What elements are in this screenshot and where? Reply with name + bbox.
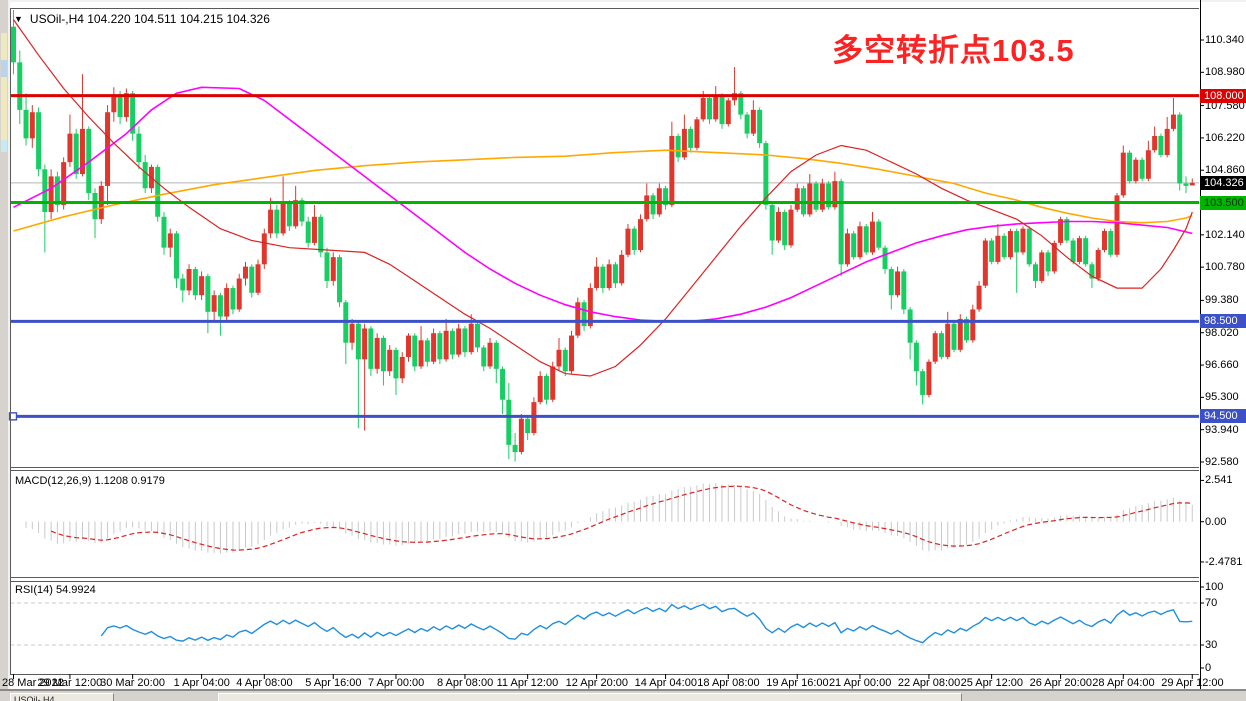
minimized-charts-bar: USOil-,H4 (0, 690, 1246, 701)
time-axis-label: 11 Apr 12:00 (496, 677, 559, 689)
candles-series (11, 10, 1195, 462)
time-axis-label: 4 Apr 08:00 (236, 677, 293, 689)
macd-histogram (25, 482, 1193, 554)
time-axis-label: 18 Apr 08:00 (697, 677, 760, 689)
rsi-axis-label: 30 (1205, 639, 1218, 651)
level-price-badge: 103.500 (1200, 195, 1246, 210)
price-axis-label: 104.860 (1205, 164, 1245, 177)
time-axis-label: 19 Apr 16:00 (766, 677, 829, 689)
price-axis-label: 99.380 (1205, 294, 1239, 307)
macd-indicator-label: MACD(12,26,9) 1.1208 0.9179 (15, 475, 165, 487)
minimized-chart-tab[interactable]: USOil-,H4 (10, 693, 114, 701)
time-axis-label: 7 Apr 00:00 (367, 677, 425, 689)
plot-background (10, 8, 1200, 675)
chart-text-annotation[interactable]: 多空转折点103.5 (832, 33, 1075, 68)
price-axis-label: 106.220 (1205, 131, 1245, 144)
minimized-chart-tab[interactable] (218, 693, 962, 701)
rsi-line (100, 603, 1193, 644)
left-edge-block (1, 140, 7, 152)
price-axis-label: 100.780 (1205, 261, 1245, 274)
price-axis-label: 108.980 (1205, 66, 1245, 79)
level-price-badge: 98.500 (1200, 314, 1246, 329)
time-axis-label: 29 Apr 12:00 (1161, 677, 1224, 689)
price-axis-label: 110.340 (1205, 34, 1244, 46)
time-axis-label: 29 Mar 12:00 (37, 677, 103, 689)
rsi-axis-label: 0 (1205, 662, 1212, 674)
time-axis-label: 28 Mar 2022 (2, 677, 64, 689)
time-axis-label: 8 Apr 08:00 (436, 677, 494, 689)
rsi-axis-label: 70 (1205, 597, 1218, 609)
current-price-badge: 104.326 (1200, 175, 1246, 190)
chart-title: ▼ USOil-,H4 104.220 104.511 104.215 104.… (14, 12, 270, 26)
left-edge-block (1, 77, 7, 140)
level-price-badge: 94.500 (1200, 409, 1246, 424)
macd-axis-label: -2.4781 (1205, 555, 1243, 568)
price-axis-label: 93.940 (1205, 423, 1239, 436)
macd-signal-line (50, 485, 1193, 551)
time-axis-label: 21 Apr 00:00 (828, 677, 892, 689)
time-axis-label: 12 Apr 20:00 (565, 677, 628, 689)
time-axis-label: 25 Apr 12:00 (960, 677, 1023, 689)
rsi-axis-label: 100 (1205, 581, 1224, 593)
rsi-indicator-label: RSI(14) 54.9924 (15, 584, 96, 596)
macd-axis-label: 2.541 (1205, 474, 1233, 487)
time-axis-label: 5 Apr 16:00 (305, 677, 362, 689)
time-axis-label: 26 Apr 20:00 (1029, 677, 1092, 689)
time-axis-label: 14 Apr 04:00 (634, 677, 697, 689)
time-axis-label: 28 Apr 04:00 (1092, 677, 1155, 689)
macd-axis-label: 0.00 (1205, 515, 1227, 528)
price-axis-label: 96.660 (1205, 359, 1239, 372)
price-axis-label: 102.140 (1205, 228, 1245, 241)
time-axis-label: 22 Apr 08:00 (897, 677, 961, 689)
chart-title-text: USOil-,H4 104.220 104.511 104.215 104.32… (29, 12, 270, 26)
left-edge-block (1, 60, 7, 77)
chart-dropdown-icon[interactable]: ▼ (14, 14, 23, 24)
ma-fast-line (13, 19, 1193, 377)
price-axis-label: 95.300 (1205, 391, 1239, 404)
level-selection-handle[interactable] (8, 412, 18, 421)
time-axis-label: 1 Apr 04:00 (173, 677, 230, 689)
ma-slow-line (13, 149, 1193, 232)
level-price-badge: 108.000 (1200, 88, 1246, 103)
left-edge-block (1, 33, 7, 60)
time-axis-label: 30 Mar 20:00 (100, 677, 165, 689)
price-axis-label: 92.580 (1205, 455, 1239, 468)
price-axis-label: 98.020 (1205, 326, 1239, 339)
